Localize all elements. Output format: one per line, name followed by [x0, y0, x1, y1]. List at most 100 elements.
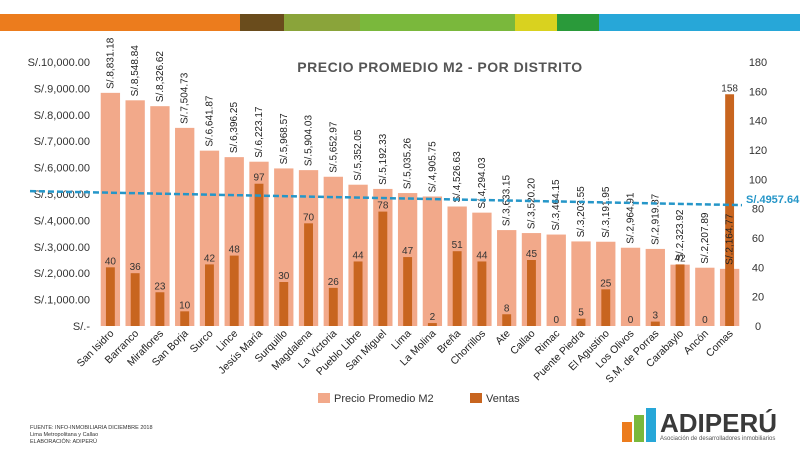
sales-bar — [229, 255, 239, 326]
logo-subtitle: Asociación de desarrolladores inmobiliar… — [660, 436, 776, 442]
y-left-tick-label: S/.9,000.00 — [34, 83, 90, 95]
logo-bar-3 — [646, 408, 656, 442]
price-bar — [274, 168, 294, 326]
sales-bar — [650, 321, 660, 326]
price-data-label: S/.8,326.62 — [155, 51, 166, 103]
sales-bar — [105, 267, 115, 326]
average-line-label: S/.4957.64 — [746, 194, 800, 206]
sales-bar — [675, 264, 685, 326]
sales-data-label: 30 — [278, 271, 290, 282]
sales-bar — [601, 289, 611, 326]
price-bar — [620, 247, 641, 326]
stripe-segment — [240, 14, 284, 31]
price-bar — [422, 196, 443, 326]
price-bar — [125, 100, 145, 326]
price-bar — [348, 184, 368, 326]
sales-data-label: 36 — [130, 262, 142, 273]
category-label: Surco — [188, 328, 216, 356]
sales-data-label: 5 — [578, 308, 584, 319]
logo-mark-icon — [622, 408, 656, 442]
price-bar — [497, 230, 517, 326]
price-data-label: S/.2,323.92 — [675, 209, 686, 261]
price-bar — [546, 234, 566, 326]
sales-data-label: 25 — [600, 278, 612, 289]
category-label: Comas — [704, 328, 736, 360]
price-bar — [175, 127, 195, 327]
legend-label-sales: Ventas — [486, 393, 520, 405]
category-label: Ate — [493, 328, 513, 348]
price-data-label: S/.3,464.15 — [551, 179, 562, 231]
price-data-label: S/.2,919.87 — [650, 193, 661, 245]
footer-source: FUENTE: INFO-INMOBILIARIA DICIEMBRE 2018 — [30, 425, 153, 431]
stripe-segment — [120, 14, 240, 31]
price-data-label: S/.5,968.57 — [279, 113, 290, 165]
y-right-tick-label: 120 — [749, 145, 767, 157]
y-right-tick-label: 180 — [749, 57, 767, 69]
sales-bar — [403, 257, 413, 326]
y-left-tick-label: S/.6,000.00 — [34, 163, 90, 175]
sales-bar — [180, 311, 190, 326]
y-right-tick-label: 160 — [749, 86, 767, 98]
y-left-tick-label: S/.4,000.00 — [34, 215, 90, 227]
sales-bar — [502, 314, 512, 326]
sales-bar — [304, 223, 313, 326]
sales-bar — [279, 282, 289, 326]
price-data-label: S/.6,396.25 — [229, 102, 240, 154]
stripe-segment — [0, 14, 120, 31]
source-footer: FUENTE: INFO-INMOBILIARIA DICIEMBRE 2018… — [30, 425, 153, 446]
y-right-tick-label: 20 — [752, 292, 764, 304]
sales-data-label: 2 — [430, 312, 436, 323]
category-label: Callao — [508, 328, 538, 358]
price-data-label: S/.3,203.55 — [576, 186, 587, 238]
sales-data-label: 23 — [154, 281, 166, 292]
sales-data-label: 44 — [476, 250, 488, 261]
sales-data-label: 45 — [526, 249, 538, 260]
price-data-label: S/.4,526.63 — [452, 151, 463, 203]
sales-bar — [353, 261, 363, 326]
price-bar — [323, 176, 343, 326]
price-data-label: S/.4,905.75 — [427, 141, 438, 193]
stripe-segment — [557, 14, 599, 31]
price-data-label: S/.8,831.18 — [105, 37, 116, 89]
price-data-label: S/.8,548.84 — [130, 45, 141, 97]
sales-data-label: 26 — [328, 277, 340, 288]
sales-data-label: 40 — [105, 256, 117, 267]
price-data-label: S/.2,207.89 — [700, 212, 711, 264]
sales-data-label: 3 — [653, 311, 659, 322]
price-bar — [571, 241, 591, 326]
price-bar — [596, 241, 616, 326]
y-right-tick-label: 140 — [749, 116, 767, 128]
price-data-label: S/.5,904.03 — [304, 115, 315, 167]
legend-swatch-sales — [470, 393, 482, 403]
color-stripe — [0, 14, 800, 31]
price-data-label: S/.6,641.87 — [204, 95, 215, 147]
logo-bar-1 — [622, 422, 632, 442]
logo-bar-2 — [634, 415, 644, 442]
stripe-segment — [599, 14, 800, 31]
price-bar — [100, 92, 121, 327]
sales-bar — [527, 260, 536, 326]
y-left-tick-label: S/.1,000.00 — [34, 295, 90, 307]
sales-data-label: 42 — [204, 253, 216, 264]
sales-bar — [477, 261, 487, 326]
sales-data-label: 48 — [229, 245, 241, 256]
y-right-tick-label: 100 — [749, 174, 767, 186]
sales-data-label: 0 — [628, 315, 634, 326]
y-left-tick-label: S/.3,000.00 — [34, 242, 90, 254]
stripe-segment — [515, 14, 557, 31]
price-data-label: S/.7,504.73 — [180, 72, 191, 124]
average-line — [29, 189, 743, 207]
stripe-segment — [360, 14, 515, 31]
price-bar — [224, 157, 244, 326]
sales-bar — [452, 251, 462, 326]
price-data-label: S/.5,652.97 — [328, 121, 339, 173]
sales-data-label: 0 — [553, 315, 559, 326]
adiperu-logo: ADIPERÚ Asociación de desarrolladores in… — [622, 406, 792, 446]
sales-data-label: 8 — [504, 303, 510, 314]
sales-data-label: 97 — [253, 173, 265, 184]
sales-data-label: 10 — [179, 300, 191, 311]
sales-data-label: 70 — [303, 212, 315, 223]
sales-bar — [155, 292, 165, 326]
sales-data-label: 0 — [702, 315, 708, 326]
